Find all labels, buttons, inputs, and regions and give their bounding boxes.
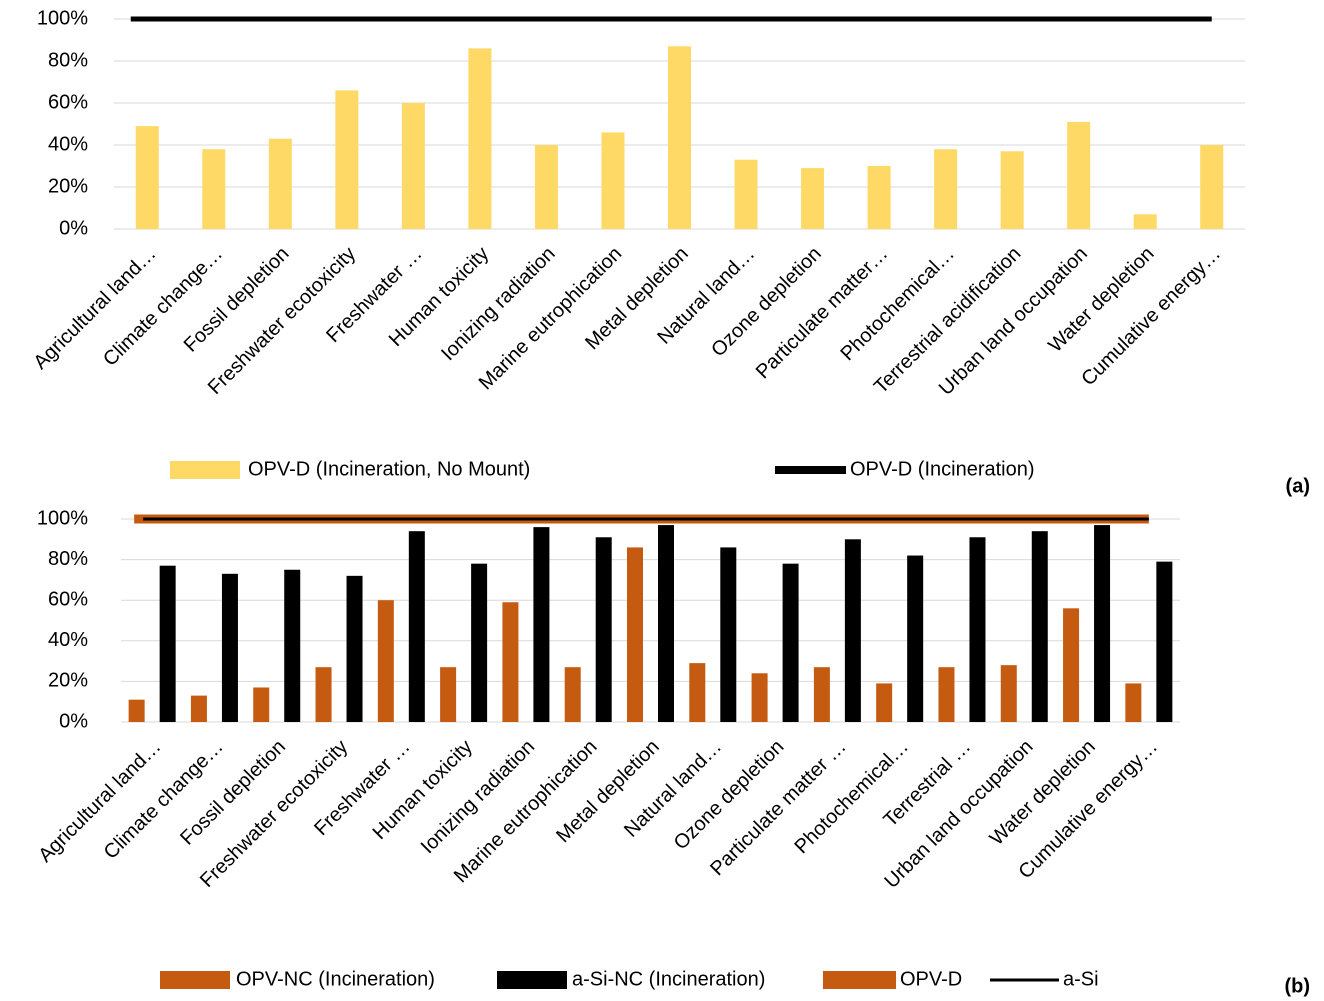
bar [668, 46, 691, 229]
legend-swatch [170, 461, 240, 479]
chart-panel: 0% 20% 40% 60% 80% 100% Agricultural land…Clim… [29, 7, 1310, 497]
bar [401, 103, 425, 229]
bar [315, 667, 332, 722]
bar [801, 168, 825, 229]
bar [408, 531, 425, 722]
x-tick-label: Agricultural land… [29, 243, 160, 374]
bar [268, 138, 292, 229]
x-tick-label: Photochemical… [790, 736, 912, 858]
x-tick-label: Ionizing radiation [437, 243, 559, 365]
bar [440, 667, 457, 722]
bar [253, 687, 270, 722]
bar [734, 159, 758, 229]
bar [867, 166, 891, 229]
y-tick-label: 60% [48, 588, 88, 610]
x-tick-label: Water depletion [986, 736, 1100, 850]
bar [751, 673, 768, 722]
bar [202, 149, 226, 229]
legend-label: OPV-D [900, 968, 962, 990]
bar [969, 537, 986, 722]
bar [534, 145, 558, 229]
y-tick-label: 40% [48, 133, 88, 155]
bar [502, 602, 519, 722]
legend-swatch [497, 971, 567, 989]
bar [468, 48, 492, 230]
x-tick-label: Climate change… [99, 243, 227, 371]
bar [876, 683, 893, 722]
x-tick-label: Ozone depletion [670, 736, 789, 855]
y-tick-label: 60% [48, 91, 88, 113]
bar [595, 537, 612, 722]
legend-label: OPV-D (Incineration, No Mount) [248, 458, 530, 480]
panel-label: (a) [1286, 475, 1310, 497]
bar [689, 663, 706, 722]
bar [1133, 214, 1157, 229]
y-tick-label: 40% [48, 629, 88, 651]
bar [813, 667, 830, 722]
bar [658, 525, 674, 722]
y-tick-label: 80% [48, 548, 88, 570]
legend-label: a-Si [1063, 968, 1099, 990]
x-tick-label: Ionizing radiation [417, 736, 539, 858]
chart-panel: 0%20%40%60%80%100%Agricultural land…Clim… [34, 507, 1310, 997]
bar [627, 547, 643, 722]
bar [346, 575, 363, 722]
legend-label: OPV-D (Incineration) [850, 458, 1035, 480]
y-tick-label: 0% [59, 217, 88, 239]
bar [1031, 531, 1048, 722]
bar [1000, 665, 1017, 722]
y-tick-label: 100% [37, 507, 88, 529]
bar [934, 149, 958, 229]
bar [377, 600, 394, 722]
bar [1200, 145, 1224, 229]
bar [1067, 121, 1091, 229]
bar [471, 563, 488, 722]
bar [938, 667, 955, 722]
y-tick-label: 80% [48, 49, 88, 71]
y-tick-label: 20% [48, 670, 88, 692]
legend-swatch [160, 971, 230, 989]
bar [1125, 683, 1142, 722]
bar [128, 699, 145, 722]
bar [1094, 525, 1111, 722]
bar [782, 563, 799, 722]
bar [284, 569, 301, 722]
x-tick-label: Photochemical… [836, 243, 958, 365]
x-tick-label: Fossil depletion [176, 736, 290, 850]
bar [844, 539, 861, 722]
bar [601, 132, 625, 229]
bar [221, 573, 238, 722]
y-tick-label: 0% [59, 710, 88, 732]
bar [720, 547, 737, 722]
y-tick-label: 20% [48, 175, 88, 197]
panel-label: (b) [1284, 975, 1310, 997]
bar [1156, 561, 1173, 722]
bar [907, 555, 924, 722]
legend-label: a-Si-NC (Incineration) [572, 968, 765, 990]
bar [533, 527, 550, 722]
bar [159, 565, 176, 722]
x-tick-label: Particulate matter… [752, 243, 893, 384]
bar [1063, 608, 1080, 722]
x-tick-label: Climate change… [100, 736, 228, 864]
bar [564, 667, 581, 722]
bar [335, 90, 359, 230]
bar [1000, 151, 1024, 229]
y-tick-label: 100% [37, 7, 88, 29]
bar [190, 695, 207, 722]
bar [135, 126, 159, 229]
legend-label: OPV-NC (Incineration) [236, 968, 435, 990]
